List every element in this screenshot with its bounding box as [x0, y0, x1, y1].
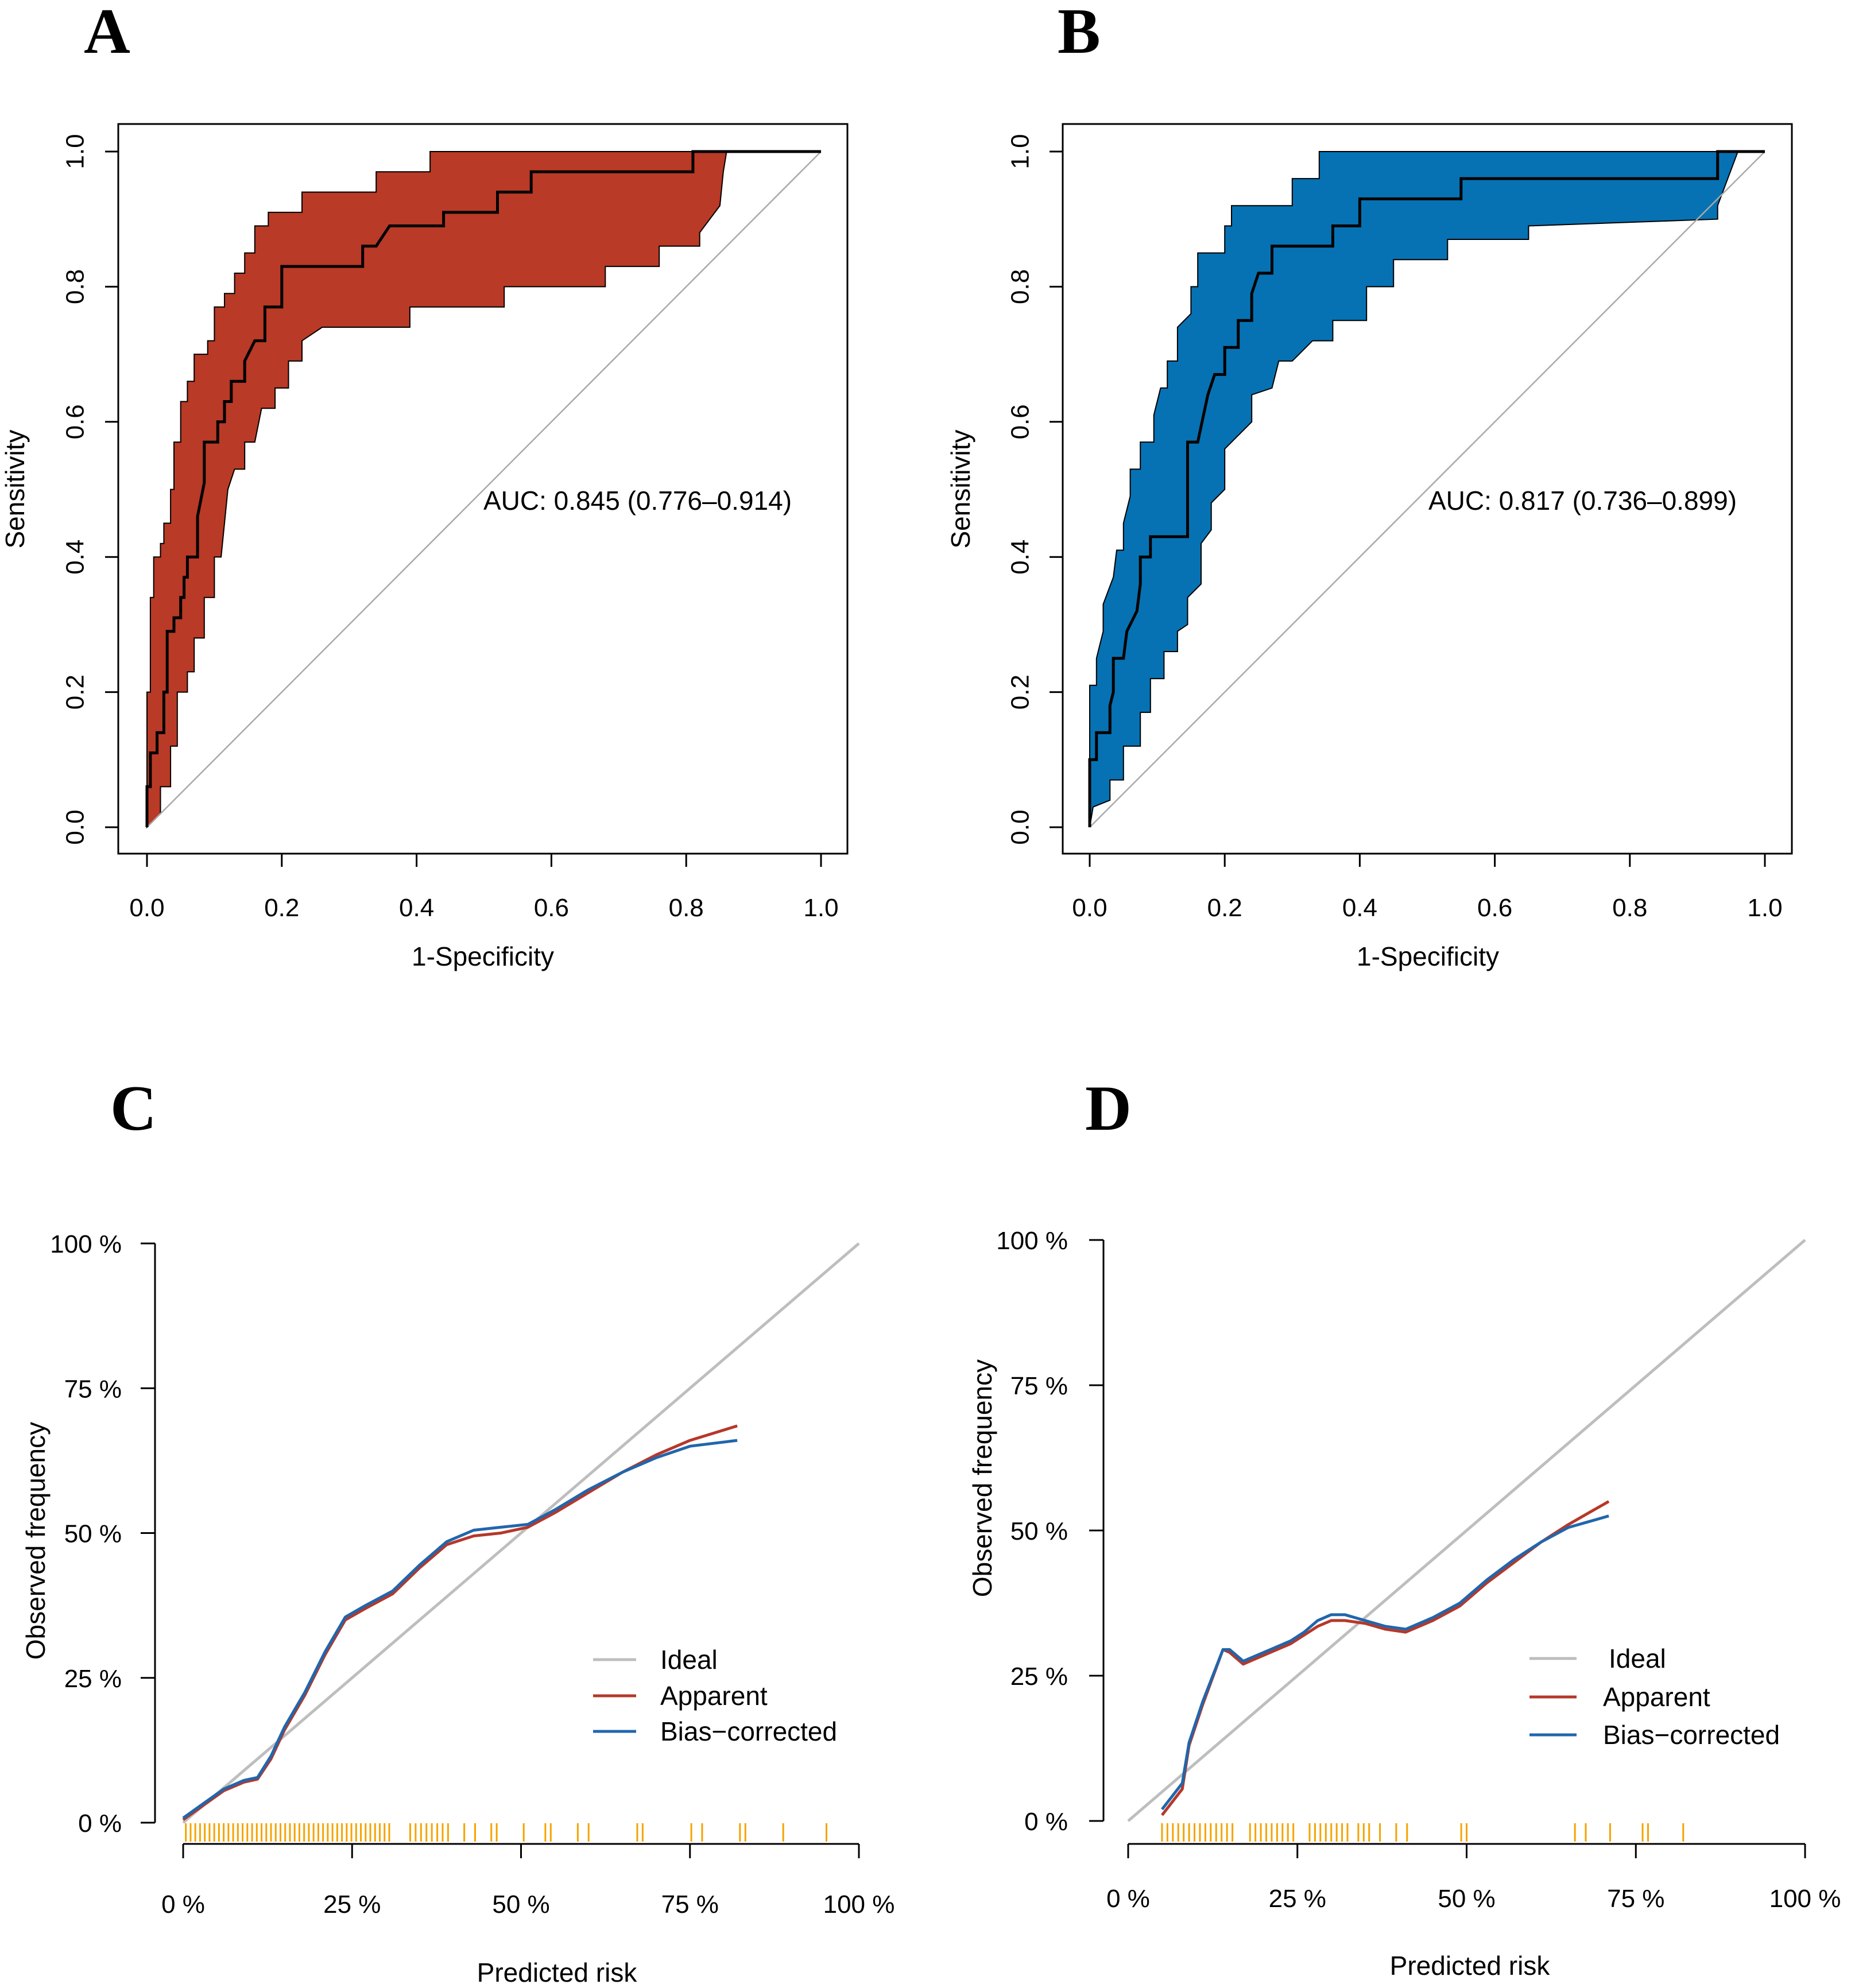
legend-bias-corrected-label: Bias−corrected [660, 1716, 837, 1746]
ci-band [146, 151, 821, 829]
x-tick-label: 0.6 [1477, 894, 1512, 922]
y-tick-label: 0.6 [61, 404, 90, 439]
y-axis-d: 0 % 25 % 50 % 75 % 100 % [996, 1227, 1105, 1836]
x-axis-label-c: Predicted risk [477, 1958, 638, 1987]
panel-label-b: B [1058, 0, 1101, 67]
x-tick-label: 1.0 [803, 894, 838, 922]
x-axis-label-a: 1-Specificity [412, 941, 554, 971]
x-axis-a: 0.0 0.2 0.4 0.6 0.8 1.0 [129, 852, 839, 922]
x-tick-label: 1.0 [1747, 894, 1782, 922]
auc-annotation-a: AUC: 0.845 (0.776–0.914) [483, 486, 792, 516]
y-tick-label: 0.4 [1006, 540, 1035, 575]
panel-b-roc: B 0.0 0.2 0.4 0.6 0.8 1.0 0.00.20.40.60.81.0 … [946, 0, 1793, 971]
roc-curve [145, 150, 821, 827]
x-tick-label: 0 % [1106, 1885, 1150, 1913]
x-tick-label: 0.6 [534, 894, 569, 922]
legend-c: Ideal Apparent Bias−corrected [593, 1645, 837, 1746]
y-tick-label: 0.0 [61, 809, 90, 844]
bias-corrected-line [1161, 1514, 1609, 1811]
y-tick-label: 0.4 [61, 540, 90, 575]
y-tick-label: 0 % [78, 1809, 122, 1838]
ci-band [1089, 151, 1765, 828]
auc-annotation-b: AUC: 0.817 (0.736–0.899) [1428, 486, 1737, 516]
x-tick-label: 0.2 [1207, 894, 1242, 922]
x-tick-label: 25 % [1269, 1885, 1326, 1913]
panel-label-a: A [84, 0, 130, 67]
y-tick-label: 75 % [1010, 1372, 1068, 1400]
y-tick-label: 50 % [1010, 1517, 1068, 1545]
y-tick-label: 0.6 [1006, 404, 1035, 439]
x-tick-label: 0.8 [669, 894, 704, 922]
y-axis-label-c: Observed frequency [21, 1422, 51, 1660]
y-tick-label: 100 % [996, 1227, 1068, 1255]
calibration-d-marks [1127, 1239, 1806, 1842]
y-tick-label: 1.0 [1006, 134, 1035, 169]
panel-c-calibration: C 0 % 25 % 50 % 75 % 100 % 0 % 25 % 50 % 75 % 10… [21, 1073, 894, 1987]
x-tick-label: 100 % [1769, 1885, 1841, 1913]
x-tick-label: 75 % [661, 1890, 719, 1919]
apparent-line [182, 1424, 738, 1822]
x-tick-label: 50 % [492, 1890, 549, 1919]
x-axis-d: 0 % 25 % 50 % 75 % 100 % [1106, 1843, 1841, 1913]
y-axis-a: 0.0 0.2 0.4 0.6 0.8 1.0 [61, 134, 118, 845]
x-tick-label: 0.0 [1072, 894, 1107, 922]
bias-corrected-line [182, 1439, 738, 1819]
panel-d-calibration: D 0 % 25 % 50 % 75 % 100 % 0 % 25 % 50 % 75 % 10… [967, 1073, 1841, 1981]
y-tick-label: 25 % [64, 1665, 122, 1693]
y-tick-label: 50 % [64, 1520, 122, 1548]
x-tick-label: 75 % [1607, 1885, 1664, 1913]
x-tick-label: 0.8 [1612, 894, 1647, 922]
x-tick-label: 100 % [823, 1890, 895, 1919]
ideal-line [182, 1242, 860, 1824]
panel-label-d: D [1085, 1073, 1132, 1144]
y-tick-label: 0.2 [61, 675, 90, 710]
calibration-c-marks [182, 1242, 860, 1842]
legend-apparent-label: Apparent [1603, 1682, 1710, 1712]
reference-diagonal [146, 151, 822, 828]
y-tick-label: 25 % [1010, 1663, 1068, 1691]
roc-a-marks [145, 150, 822, 829]
y-tick-label: 0 % [1024, 1808, 1068, 1836]
y-tick-label: 100 % [50, 1230, 122, 1258]
legend-d: Ideal Apparent Bias−corrected [1529, 1644, 1780, 1750]
x-tick-label: 0.0 [129, 894, 164, 922]
x-axis-label-d: Predicted risk [1390, 1951, 1551, 1981]
x-tick-label: 50 % [1438, 1885, 1495, 1913]
x-tick-label: 0.2 [264, 894, 299, 922]
x-tick-label: 0.4 [1342, 894, 1377, 922]
roc-b-marks [1088, 150, 1765, 828]
y-tick-label: 0.2 [1006, 675, 1035, 710]
x-axis-b: 0.0 0.2 0.4 0.6 0.8 1.0 [1072, 852, 1783, 922]
legend-ideal-label: Ideal [660, 1645, 718, 1675]
y-axis-label-d: Observed frequency [967, 1359, 997, 1597]
x-tick-label: 25 % [323, 1890, 381, 1919]
panel-label-c: C [110, 1073, 157, 1144]
y-tick-label: 75 % [64, 1375, 122, 1403]
y-tick-label: 0.0 [1006, 809, 1035, 844]
y-axis-c: 0 % 25 % 50 % 75 % 100 % [50, 1230, 156, 1838]
y-axis-b: 0.0 0.2 0.4 0.6 0.8 1.0 [1006, 134, 1063, 845]
x-tick-label: 0 % [161, 1890, 205, 1919]
x-axis-c: 0 % 25 % 50 % 75 % 100 % [161, 1843, 895, 1919]
x-axis-label-b: 1-Specificity [1357, 941, 1499, 971]
y-tick-label: 1.0 [61, 134, 90, 169]
y-axis-label-a: Sensitivity [0, 429, 30, 548]
ideal-line [1127, 1239, 1806, 1822]
roc-curve [1088, 150, 1765, 827]
x-tick-label: 0.4 [399, 894, 434, 922]
reference-diagonal [1089, 151, 1765, 828]
y-axis-label-b: Sensitivity [946, 429, 975, 548]
legend-ideal-label: Ideal [1609, 1644, 1666, 1673]
legend-bias-corrected-label: Bias−corrected [1603, 1720, 1780, 1750]
legend-apparent-label: Apparent [660, 1681, 768, 1711]
y-tick-label: 0.8 [61, 269, 90, 304]
panel-a-roc: A 0.0 0.2 0.4 0.6 0.8 1.0 0.00.20.40.60.81.0 … [0, 0, 849, 971]
y-tick-label: 0.8 [1006, 269, 1035, 304]
